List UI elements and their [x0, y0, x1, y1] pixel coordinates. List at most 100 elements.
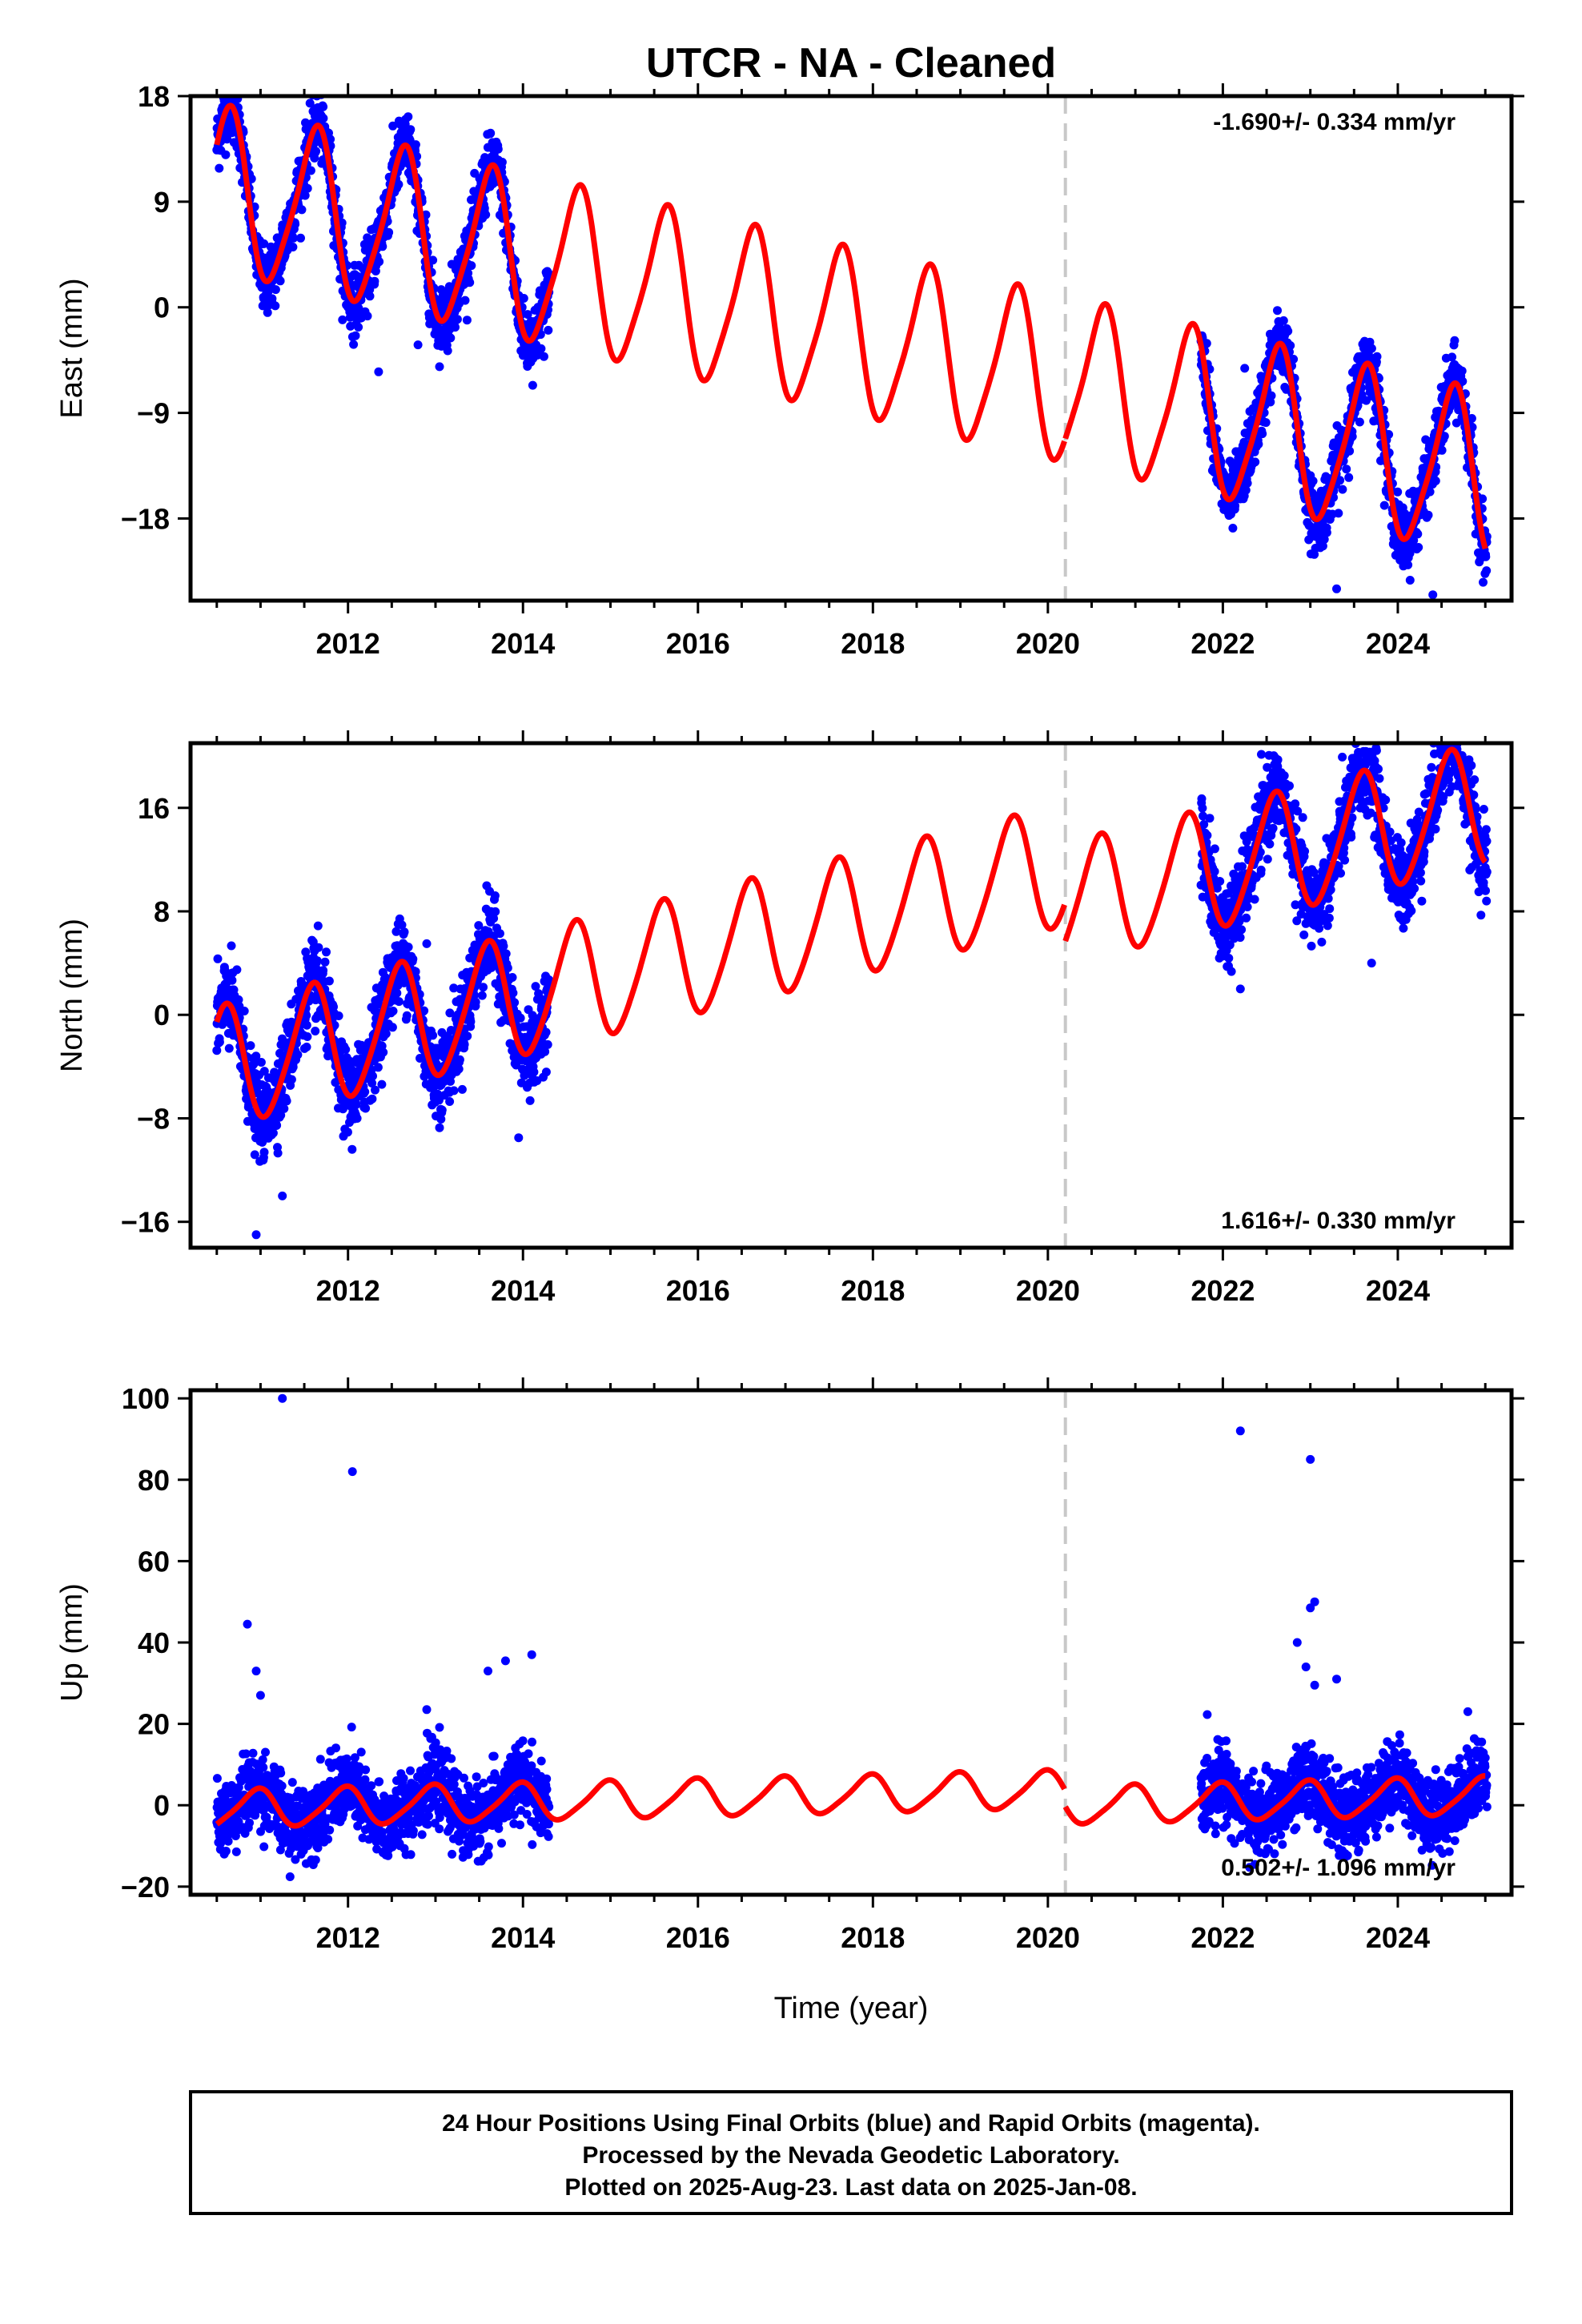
north-data-point	[457, 1084, 467, 1094]
east-outlier-point	[1240, 364, 1250, 373]
north-data-point	[234, 995, 243, 1004]
east-data-point	[1450, 336, 1460, 345]
north-data-point	[1399, 923, 1408, 933]
east-panel: 2012 2014 2016 2018 2020 2022 20241890−9−18Eas…	[55, 80, 1524, 660]
east-data-point	[375, 257, 384, 267]
east-data-point	[351, 331, 360, 340]
east-data-point	[1286, 341, 1295, 350]
east-y-tick-label: 9	[154, 186, 170, 219]
east-data-point	[1344, 472, 1354, 482]
east-data-point	[1452, 418, 1461, 428]
east-data-point	[1393, 487, 1403, 497]
north-data-point	[449, 1086, 459, 1096]
east-outlier-point	[1428, 590, 1438, 600]
north-data-point	[273, 1148, 283, 1158]
east-data-point	[1355, 417, 1364, 427]
north-data-point	[544, 975, 554, 984]
east-data-point	[306, 166, 315, 175]
east-data-point	[388, 121, 398, 131]
north-data-point	[268, 1128, 278, 1138]
north-data-point	[1417, 896, 1427, 906]
east-data-point	[319, 114, 328, 123]
east-data-point	[1413, 529, 1423, 539]
north-data-point	[1363, 718, 1371, 727]
east-data-point	[1345, 446, 1355, 456]
east-data-point	[1322, 528, 1331, 537]
north-data-point	[503, 963, 512, 973]
north-data-point	[474, 921, 484, 931]
east-data-point	[296, 233, 305, 243]
east-data-point	[528, 380, 537, 390]
north-data-point	[391, 927, 401, 936]
north-data-point	[445, 1008, 455, 1018]
north-data-point	[1336, 868, 1345, 878]
north-data-point	[1324, 913, 1334, 923]
north-data-point	[1268, 823, 1278, 833]
east-x-tick-label: 2012	[316, 627, 380, 660]
north-data-point	[360, 1087, 370, 1096]
north-data-point	[302, 1042, 311, 1051]
east-data-point	[404, 112, 413, 122]
north-data-point	[465, 953, 475, 963]
north-data-point	[250, 1059, 259, 1068]
east-rate-label: -1.690+/- 0.334 mm/yr	[1213, 109, 1456, 135]
north-data-point	[1279, 771, 1289, 781]
north-data-point	[1339, 843, 1349, 853]
east-data-point	[480, 203, 489, 213]
east-y-tick-label: −9	[137, 397, 170, 430]
north-data-point	[1323, 894, 1333, 903]
north-data-point	[1250, 895, 1259, 904]
east-data-point	[428, 255, 438, 265]
north-data-point	[411, 967, 420, 976]
east-data-point	[289, 233, 298, 243]
east-data-point	[263, 308, 272, 317]
north-data-point	[381, 1029, 391, 1039]
east-data-point	[225, 85, 234, 94]
north-data-point	[303, 1032, 312, 1041]
north-data-point	[463, 1031, 472, 1041]
east-data-point	[1467, 414, 1476, 423]
north-data-point	[460, 1039, 469, 1049]
north-data-point	[479, 983, 488, 992]
north-data-point	[491, 907, 500, 916]
north-data-point	[275, 1048, 284, 1058]
north-data-point	[259, 1148, 269, 1157]
east-data-point	[394, 179, 404, 189]
north-data-point	[1273, 755, 1283, 765]
east-data-point	[1409, 536, 1419, 545]
east-model-curve-after-break	[1062, 301, 1488, 550]
east-x-tick-label: 2018	[841, 627, 905, 660]
north-data-point	[499, 941, 508, 951]
north-data-point	[477, 991, 487, 1000]
north-data-point	[435, 1123, 444, 1132]
north-data-point	[402, 1011, 412, 1020]
east-data-point	[1423, 510, 1433, 520]
east-data-point	[1372, 352, 1382, 361]
north-data-point	[1375, 774, 1384, 783]
east-data-point	[231, 84, 239, 93]
north-data-point	[272, 1120, 282, 1130]
east-data-point	[311, 147, 321, 156]
chart-title: UTCR - NA - Cleaned	[646, 40, 1056, 86]
east-outlier-point	[413, 340, 423, 350]
east-plot-area	[212, 84, 1492, 601]
east-data-point	[1308, 476, 1318, 486]
north-data-point	[1197, 794, 1207, 803]
north-data-point	[319, 966, 328, 975]
east-data-point	[1273, 306, 1282, 316]
north-data-point	[1274, 729, 1283, 738]
north-data-point	[259, 1067, 269, 1076]
north-data-point	[449, 983, 459, 993]
east-data-point	[319, 86, 328, 94]
north-data-point	[313, 921, 323, 931]
east-model-curve	[214, 103, 1067, 463]
north-data-point	[343, 1128, 352, 1137]
north-data-point	[1347, 832, 1356, 842]
east-data-point	[544, 325, 553, 335]
north-data-point	[1396, 838, 1406, 847]
east-data-point	[481, 210, 491, 219]
north-data-point	[408, 955, 418, 963]
north-data-point	[1210, 866, 1219, 876]
north-data-point	[1263, 854, 1272, 864]
east-data-point	[1335, 476, 1345, 485]
